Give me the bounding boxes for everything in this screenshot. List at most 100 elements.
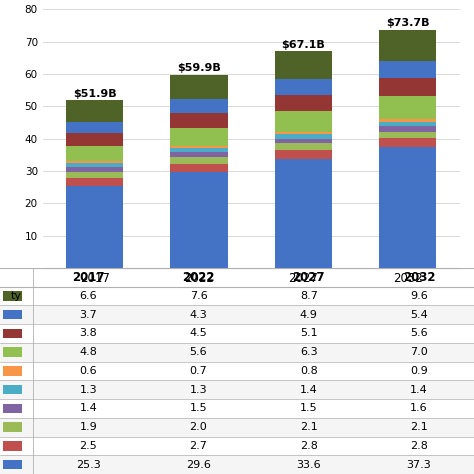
Text: 1.5: 1.5 — [190, 403, 207, 413]
Bar — [170, 172, 228, 268]
Text: 4.3: 4.3 — [190, 310, 207, 319]
Bar — [379, 147, 437, 268]
Text: 1.4: 1.4 — [410, 384, 428, 395]
Bar — [170, 148, 228, 152]
Text: 1.4: 1.4 — [300, 384, 318, 395]
FancyBboxPatch shape — [3, 310, 22, 319]
Text: 0.6: 0.6 — [80, 366, 97, 376]
FancyBboxPatch shape — [3, 404, 22, 413]
Text: 2.0: 2.0 — [190, 422, 207, 432]
Bar — [66, 186, 123, 268]
Bar — [379, 138, 437, 147]
Text: 2.1: 2.1 — [300, 422, 318, 432]
Bar — [274, 132, 332, 134]
Text: 9.6: 9.6 — [410, 291, 428, 301]
Bar — [379, 61, 437, 78]
FancyBboxPatch shape — [3, 460, 22, 469]
Text: $59.9B: $59.9B — [177, 63, 221, 73]
Text: 2.8: 2.8 — [410, 441, 428, 451]
FancyBboxPatch shape — [3, 366, 22, 375]
FancyBboxPatch shape — [3, 385, 22, 394]
Bar — [379, 122, 437, 127]
Text: 6.6: 6.6 — [80, 291, 97, 301]
Bar — [379, 127, 437, 132]
Bar — [274, 144, 332, 150]
FancyBboxPatch shape — [0, 418, 474, 437]
Bar — [274, 95, 332, 111]
FancyBboxPatch shape — [3, 422, 22, 432]
Text: 25.3: 25.3 — [76, 460, 100, 470]
Text: $51.9B: $51.9B — [73, 89, 117, 99]
Text: 2022: 2022 — [182, 271, 215, 283]
Text: 8.7: 8.7 — [300, 291, 318, 301]
Text: 0.7: 0.7 — [190, 366, 207, 376]
Bar — [274, 139, 332, 144]
Text: 5.1: 5.1 — [300, 328, 318, 338]
Text: 5.6: 5.6 — [190, 347, 207, 357]
Text: 4.5: 4.5 — [190, 328, 207, 338]
Bar — [66, 134, 123, 146]
Text: 6.3: 6.3 — [300, 347, 318, 357]
Text: 1.3: 1.3 — [80, 384, 97, 395]
Bar — [379, 78, 437, 96]
Bar — [274, 111, 332, 132]
Text: 5.6: 5.6 — [410, 328, 428, 338]
Bar — [66, 161, 123, 163]
FancyBboxPatch shape — [0, 343, 474, 362]
Text: 1.4: 1.4 — [80, 403, 97, 413]
Text: 1.3: 1.3 — [190, 384, 207, 395]
Text: 4.9: 4.9 — [300, 310, 318, 319]
Text: 1.6: 1.6 — [410, 403, 428, 413]
Text: 1.5: 1.5 — [300, 403, 318, 413]
Bar — [274, 150, 332, 159]
Text: 2027: 2027 — [292, 271, 325, 283]
Bar — [170, 99, 228, 113]
Bar — [170, 75, 228, 99]
Text: 7.0: 7.0 — [410, 347, 428, 357]
Text: 0.9: 0.9 — [410, 366, 428, 376]
Bar — [66, 172, 123, 178]
Text: 2.1: 2.1 — [410, 422, 428, 432]
Text: 33.6: 33.6 — [296, 460, 321, 470]
Text: $73.7B: $73.7B — [386, 18, 429, 28]
Text: 0.8: 0.8 — [300, 366, 318, 376]
Text: 1.9: 1.9 — [80, 422, 97, 432]
Bar — [170, 152, 228, 157]
Bar — [379, 132, 437, 138]
FancyBboxPatch shape — [3, 291, 22, 301]
Text: $67.1B: $67.1B — [282, 39, 325, 49]
FancyBboxPatch shape — [3, 441, 22, 451]
Text: 37.3: 37.3 — [407, 460, 431, 470]
Text: 3.7: 3.7 — [80, 310, 97, 319]
Bar — [379, 30, 437, 61]
Text: 29.6: 29.6 — [186, 460, 211, 470]
Bar — [170, 157, 228, 164]
FancyBboxPatch shape — [0, 455, 474, 474]
Text: ty: ty — [11, 291, 22, 301]
Text: 2017: 2017 — [72, 271, 105, 283]
Text: 2.7: 2.7 — [190, 441, 208, 451]
Bar — [170, 146, 228, 148]
FancyBboxPatch shape — [0, 305, 474, 324]
Bar — [274, 134, 332, 138]
Text: 7.6: 7.6 — [190, 291, 207, 301]
Bar — [170, 113, 228, 128]
Bar — [66, 100, 123, 121]
FancyBboxPatch shape — [3, 329, 22, 338]
Text: 2032: 2032 — [402, 271, 435, 283]
Bar — [170, 128, 228, 146]
Text: 4.8: 4.8 — [79, 347, 97, 357]
Bar — [66, 146, 123, 161]
Bar — [379, 96, 437, 119]
Text: 2.5: 2.5 — [80, 441, 97, 451]
Text: 5.4: 5.4 — [410, 310, 428, 319]
Bar — [66, 178, 123, 186]
Bar — [274, 51, 332, 79]
Text: 2.8: 2.8 — [300, 441, 318, 451]
Bar — [274, 159, 332, 268]
Bar — [66, 121, 123, 134]
Bar — [66, 163, 123, 167]
Bar — [379, 119, 437, 122]
Text: 3.8: 3.8 — [80, 328, 97, 338]
FancyBboxPatch shape — [3, 347, 22, 357]
